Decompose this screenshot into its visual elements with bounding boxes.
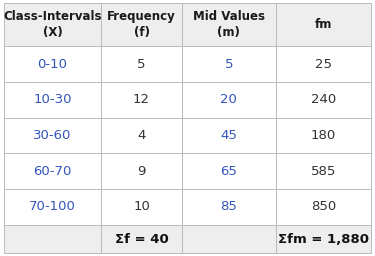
Bar xyxy=(101,225,182,253)
Bar xyxy=(101,189,182,225)
Text: Σfm = 1,880: Σfm = 1,880 xyxy=(278,232,369,246)
Text: 20: 20 xyxy=(220,93,237,106)
Text: 240: 240 xyxy=(311,93,336,106)
Text: 60-70: 60-70 xyxy=(33,165,72,178)
Text: 10-30: 10-30 xyxy=(33,93,72,106)
Text: 70-100: 70-100 xyxy=(29,200,76,213)
Bar xyxy=(276,82,371,118)
Text: 10: 10 xyxy=(133,200,150,213)
Bar xyxy=(4,3,101,47)
Bar xyxy=(4,153,101,189)
Text: 9: 9 xyxy=(137,165,146,178)
Text: 4: 4 xyxy=(137,129,146,142)
Bar xyxy=(4,82,101,118)
Bar xyxy=(4,118,101,153)
Text: 5: 5 xyxy=(225,58,233,71)
Bar xyxy=(276,225,371,253)
Bar xyxy=(101,47,182,82)
Bar xyxy=(4,47,101,82)
Text: 180: 180 xyxy=(311,129,336,142)
Text: 25: 25 xyxy=(315,58,332,71)
Bar xyxy=(101,82,182,118)
Text: Mid Values
(m): Mid Values (m) xyxy=(193,10,265,39)
Text: 45: 45 xyxy=(220,129,237,142)
Text: 85: 85 xyxy=(220,200,237,213)
Bar xyxy=(101,3,182,47)
Bar xyxy=(276,3,371,47)
Bar xyxy=(101,153,182,189)
Bar xyxy=(276,153,371,189)
Bar xyxy=(276,189,371,225)
Bar xyxy=(4,225,101,253)
Text: Σf = 40: Σf = 40 xyxy=(115,232,168,246)
Text: 585: 585 xyxy=(311,165,336,178)
Text: fm: fm xyxy=(315,18,332,31)
Text: 850: 850 xyxy=(311,200,336,213)
Bar xyxy=(276,118,371,153)
Bar xyxy=(101,118,182,153)
Text: 12: 12 xyxy=(133,93,150,106)
Bar xyxy=(182,118,276,153)
Bar xyxy=(4,189,101,225)
Bar xyxy=(276,47,371,82)
Text: Class-Intervals
(X): Class-Intervals (X) xyxy=(3,10,102,39)
Text: 65: 65 xyxy=(220,165,237,178)
Text: Frequency
(f): Frequency (f) xyxy=(107,10,176,39)
Bar xyxy=(182,82,276,118)
Bar xyxy=(182,153,276,189)
Text: 0-10: 0-10 xyxy=(38,58,68,71)
Bar xyxy=(182,189,276,225)
Text: 5: 5 xyxy=(137,58,146,71)
Bar xyxy=(182,47,276,82)
Text: 30-60: 30-60 xyxy=(33,129,72,142)
Bar xyxy=(182,225,276,253)
Bar xyxy=(182,3,276,47)
